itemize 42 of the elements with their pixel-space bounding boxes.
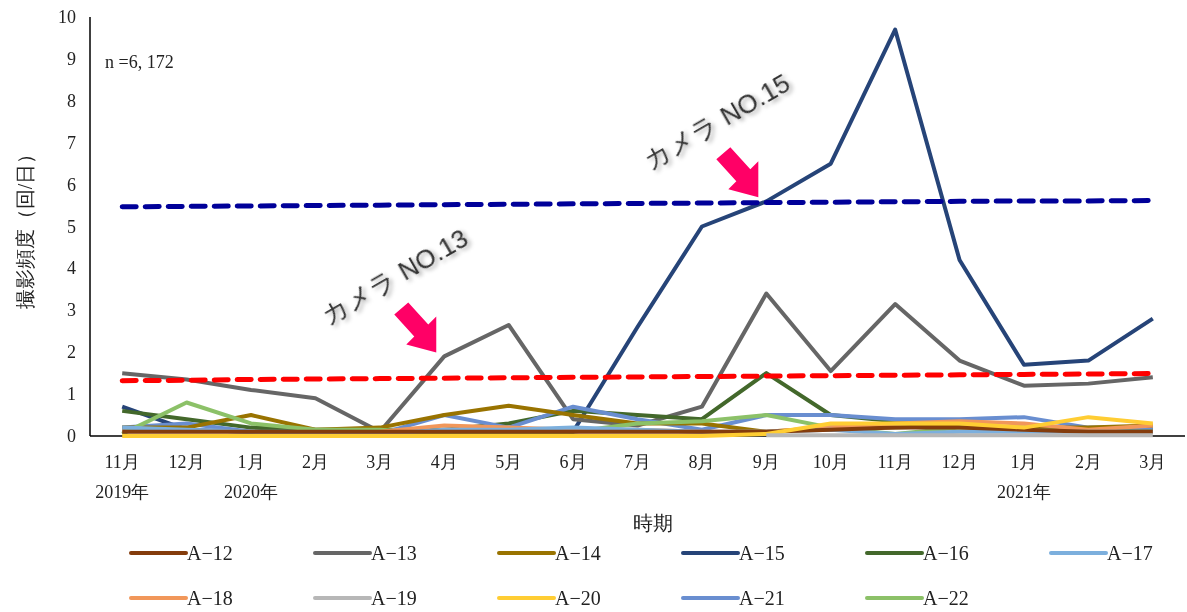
- legend-label: A−22: [923, 587, 969, 609]
- x-tick-label: 3月: [1139, 452, 1167, 472]
- y-tick-label: 7: [67, 132, 76, 153]
- y-tick-label: 6: [67, 174, 76, 195]
- legend-label: A−20: [555, 587, 601, 609]
- y-tick-label: 9: [67, 48, 76, 69]
- x-tick-label: 5月: [495, 452, 523, 472]
- legend-label: A−13: [371, 542, 417, 564]
- x-tick-label: 7月: [624, 452, 651, 472]
- y-tick-label: 3: [67, 300, 76, 321]
- x-tick-label: 2月: [301, 452, 329, 472]
- x-tick-label: 12月: [941, 452, 978, 472]
- x-tick-label: 10月: [812, 452, 849, 472]
- x-tick-label: 11月: [877, 452, 913, 472]
- legend-label: A−12: [187, 542, 233, 564]
- y-tick-label: 10: [58, 7, 76, 27]
- legend-label: A−14: [555, 542, 601, 564]
- x-tick-label: 1月 2021年: [996, 452, 1051, 502]
- x-tick-label: 3月: [366, 452, 394, 472]
- x-tick-label: 12月: [168, 452, 205, 472]
- annotation: n =6, 172: [105, 52, 174, 72]
- legend-label: A−17: [1107, 542, 1153, 564]
- y-tick-label: 2: [67, 342, 76, 363]
- y-tick-label: 8: [67, 90, 76, 111]
- y-tick-label: 0: [67, 426, 76, 446]
- y-tick-label: 1: [67, 384, 76, 405]
- x-tick-label: 9月: [752, 452, 780, 472]
- y-axis-title: 撮影頻度（回/日）: [14, 143, 36, 310]
- legend-label: A−19: [371, 587, 417, 609]
- legend-label: A−16: [923, 542, 969, 564]
- x-tick-label: 1月 2020年: [224, 452, 279, 502]
- x-tick-label: 2月: [1074, 452, 1102, 472]
- y-tick-label: 4: [67, 258, 76, 279]
- x-tick-label: 11月 2019年: [95, 452, 150, 502]
- x-axis-title: 時期: [632, 512, 673, 534]
- x-tick-label: 6月: [559, 452, 587, 472]
- legend-label: A−15: [739, 542, 785, 564]
- legend-label: A−18: [187, 587, 233, 609]
- legend-label: A−21: [739, 587, 785, 609]
- y-tick-label: 5: [67, 216, 76, 237]
- x-tick-label: 4月: [430, 452, 458, 472]
- x-tick-label: 8月: [688, 452, 716, 472]
